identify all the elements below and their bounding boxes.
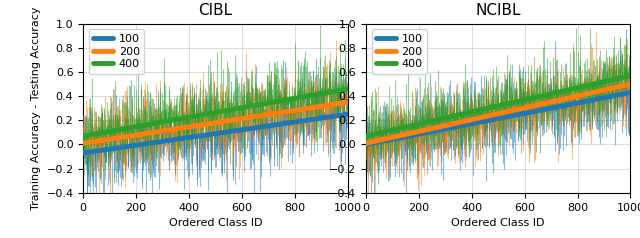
100 <box>285 121 293 124</box>
100 <box>627 91 634 94</box>
Line: 200: 200 <box>83 102 348 143</box>
100 <box>573 102 580 104</box>
100 <box>186 136 194 139</box>
400 <box>389 129 397 131</box>
400 <box>106 130 114 133</box>
100 <box>543 107 551 110</box>
100 <box>260 125 268 128</box>
Line: 100: 100 <box>366 93 630 144</box>
200 <box>627 83 634 86</box>
100 <box>79 152 87 154</box>
400 <box>479 108 486 111</box>
400 <box>362 135 370 138</box>
400 <box>285 98 293 101</box>
100 <box>469 122 477 125</box>
200 <box>543 101 551 104</box>
400 <box>260 102 268 105</box>
400 <box>186 116 194 119</box>
200 <box>362 142 370 145</box>
Line: 200: 200 <box>366 84 630 143</box>
X-axis label: Ordered Class ID: Ordered Class ID <box>451 218 545 228</box>
200 <box>186 125 194 128</box>
100 <box>106 148 114 150</box>
Legend: 100, 200, 400: 100, 200, 400 <box>89 29 145 74</box>
400 <box>79 135 87 138</box>
Line: 400: 400 <box>366 76 630 136</box>
Y-axis label: Training Accuracy - Testing Accuracy: Training Accuracy - Testing Accuracy <box>31 6 41 210</box>
400 <box>573 86 580 89</box>
200 <box>196 124 204 127</box>
100 <box>344 113 351 116</box>
100 <box>479 120 486 123</box>
400 <box>469 110 477 113</box>
400 <box>543 93 551 96</box>
200 <box>479 116 486 119</box>
Title: NCIBL: NCIBL <box>476 4 521 19</box>
100 <box>290 121 298 124</box>
200 <box>344 101 351 104</box>
100 <box>568 103 576 105</box>
200 <box>389 136 397 139</box>
400 <box>290 97 298 100</box>
200 <box>573 95 580 98</box>
100 <box>389 138 397 141</box>
400 <box>344 88 351 90</box>
100 <box>362 143 370 146</box>
200 <box>290 109 298 112</box>
400 <box>196 114 204 117</box>
200 <box>285 110 293 113</box>
Line: 100: 100 <box>83 114 348 153</box>
200 <box>106 138 114 140</box>
Legend: 100, 200, 400: 100, 200, 400 <box>372 29 427 74</box>
400 <box>627 74 634 77</box>
Line: 400: 400 <box>83 89 348 136</box>
200 <box>260 114 268 117</box>
100 <box>196 134 204 137</box>
X-axis label: Ordered Class ID: Ordered Class ID <box>168 218 262 228</box>
400 <box>568 88 576 90</box>
Title: CIBL: CIBL <box>198 4 232 19</box>
200 <box>79 142 87 145</box>
200 <box>568 96 576 99</box>
200 <box>469 118 477 121</box>
